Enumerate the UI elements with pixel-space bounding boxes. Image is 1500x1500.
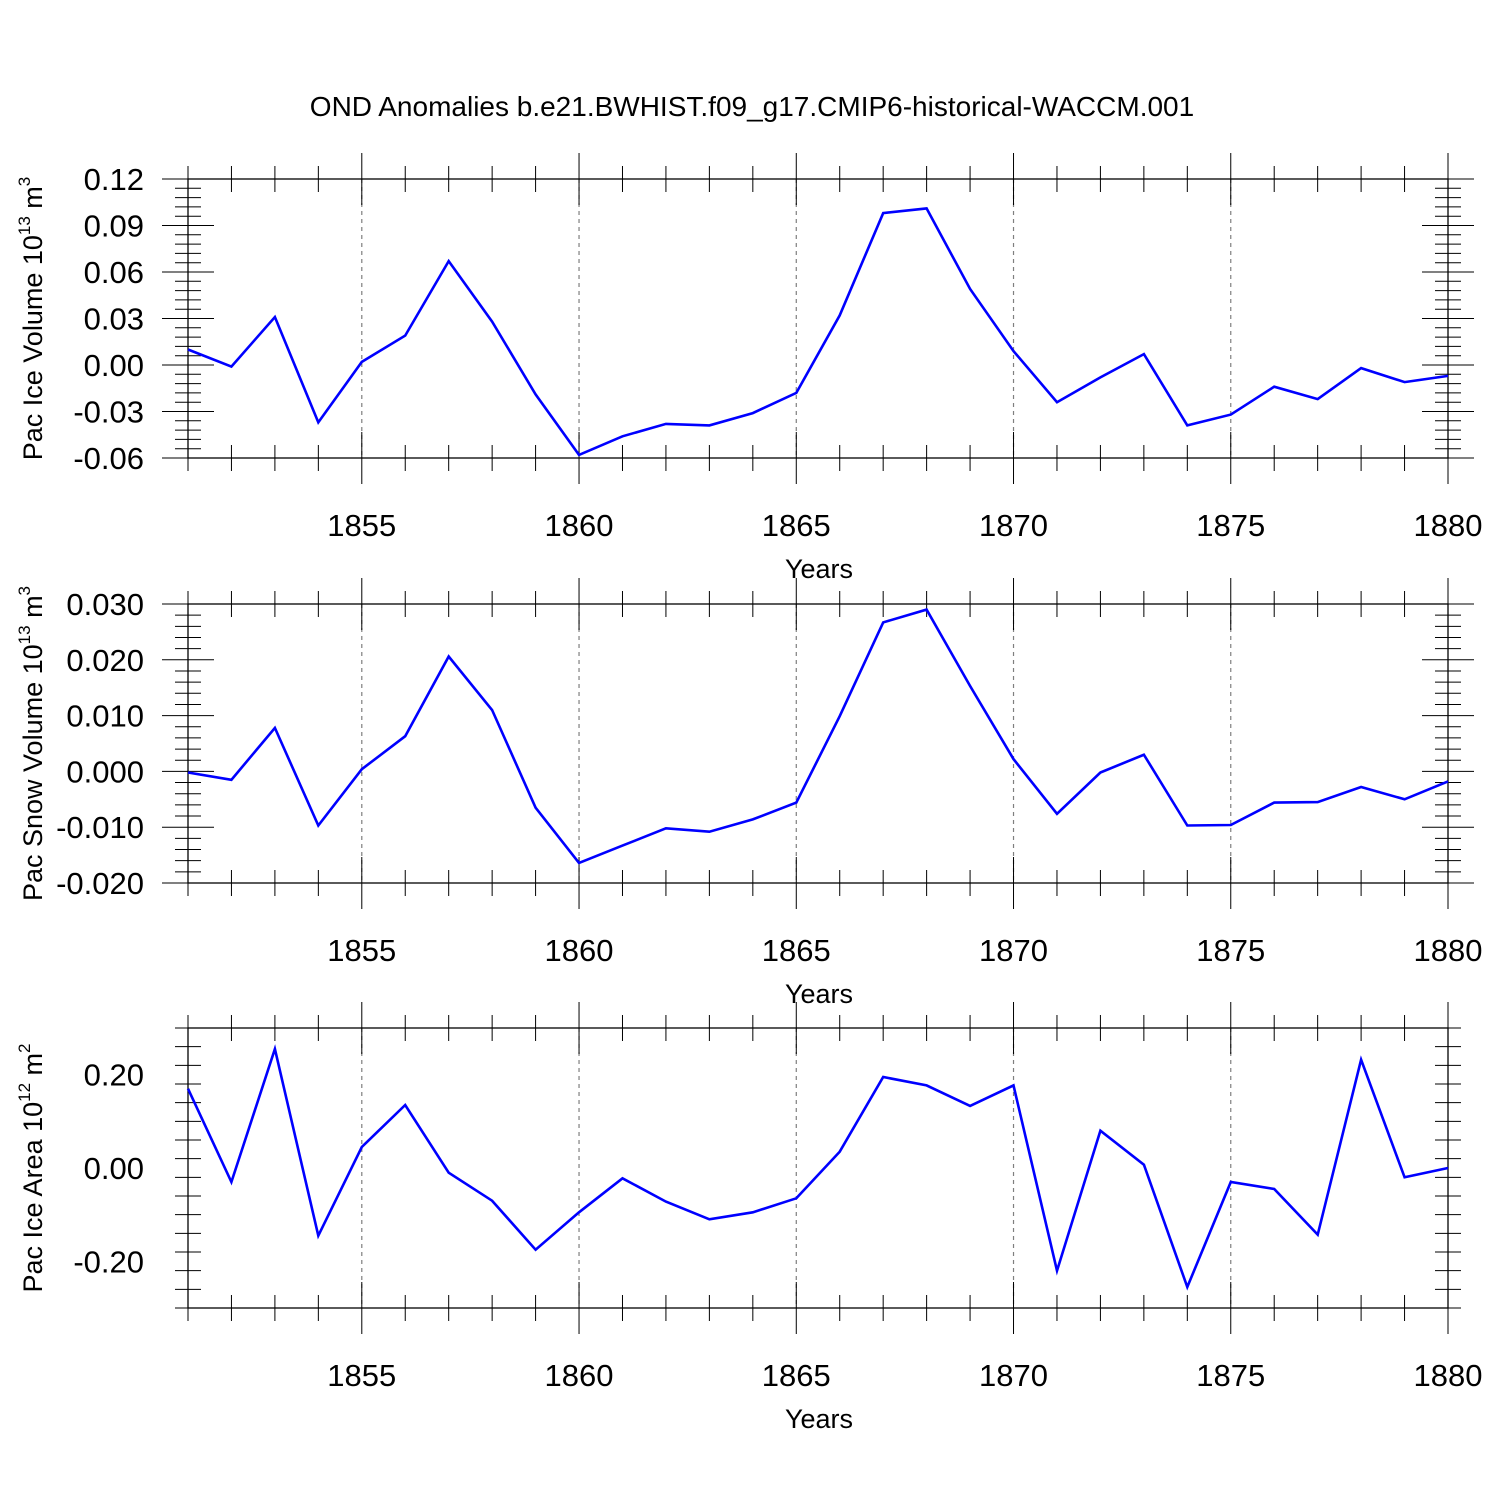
x-tick-label: 1870 bbox=[979, 1358, 1048, 1393]
chart-panel-2: -0.020 -0.010 0.000 0.010 0.020 0.030 1855 1860… bbox=[15, 578, 1482, 1009]
y-axis-title-text: Pac Ice Area 10 bbox=[18, 1102, 48, 1293]
y-tick-label: 0.00 bbox=[84, 1151, 144, 1186]
x-axis-title: Years bbox=[785, 1404, 853, 1434]
y-axis-title-unit: m bbox=[18, 1053, 48, 1083]
y-tick-label: 0.030 bbox=[66, 587, 144, 622]
y-tick-label: 0.12 bbox=[84, 162, 144, 197]
x-tick-label: 1855 bbox=[327, 933, 396, 968]
y-axis-title-unit-exponent: 3 bbox=[15, 586, 34, 595]
y-axis-title-exponent: 13 bbox=[15, 216, 34, 235]
y-tick-label: 0.09 bbox=[84, 209, 144, 244]
y-axis-title-exponent: 13 bbox=[15, 625, 34, 644]
y-tick-label: -0.06 bbox=[73, 441, 144, 476]
x-tick-label: 1875 bbox=[1196, 1358, 1265, 1393]
x-tick-label: 1865 bbox=[762, 508, 831, 543]
chart-title: OND Anomalies b.e21.BWHIST.f09_g17.CMIP6… bbox=[310, 91, 1194, 122]
y-tick-label: 0.00 bbox=[84, 348, 144, 383]
x-tick-label: 1860 bbox=[545, 933, 614, 968]
y-tick-label: 0.020 bbox=[66, 643, 144, 678]
x-axis-title: Years bbox=[785, 979, 853, 1009]
y-axis-title-unit: m bbox=[18, 186, 48, 216]
y-axis-title: Pac Snow Volume 1013 m3 bbox=[15, 586, 48, 901]
y-axis-title: Pac Ice Volume 1013 m3 bbox=[15, 177, 48, 461]
x-tick-label: 1875 bbox=[1196, 933, 1265, 968]
y-axis-title-unit-exponent: 2 bbox=[15, 1043, 34, 1052]
y-axis-title-text: Pac Ice Volume 10 bbox=[18, 235, 48, 460]
plot-frame bbox=[187, 178, 1449, 459]
series-line bbox=[187, 207, 1449, 457]
y-tick-label: 0.000 bbox=[66, 754, 144, 789]
series-line bbox=[186, 1044, 1449, 1291]
y-tick-label: 0.20 bbox=[84, 1058, 144, 1093]
x-tick-label: 1855 bbox=[327, 1358, 396, 1393]
series-line bbox=[187, 608, 1449, 865]
x-tick-label: 1855 bbox=[327, 508, 396, 543]
y-tick-label: 0.06 bbox=[84, 255, 144, 290]
x-tick-label: 1865 bbox=[762, 933, 831, 968]
y-tick-label: 0.03 bbox=[84, 302, 144, 337]
y-axis-title-exponent: 12 bbox=[15, 1083, 34, 1102]
x-tick-label: 1860 bbox=[545, 1358, 614, 1393]
chart-panel-3: -0.20 0.00 0.20 1855 1860 1865 1870 1875 1880 Yea… bbox=[15, 1002, 1482, 1434]
y-tick-label: -0.20 bbox=[73, 1244, 144, 1279]
x-tick-label: 1865 bbox=[762, 1358, 831, 1393]
y-tick-label: -0.020 bbox=[56, 866, 144, 901]
plot-frame bbox=[187, 1027, 1449, 1309]
y-tick-label: -0.03 bbox=[73, 395, 144, 430]
x-tick-label: 1880 bbox=[1414, 933, 1483, 968]
x-tick-label: 1870 bbox=[979, 508, 1048, 543]
y-axis-title-text: Pac Snow Volume 10 bbox=[18, 644, 48, 901]
x-tick-label: 1870 bbox=[979, 933, 1048, 968]
x-tick-label: 1880 bbox=[1414, 1358, 1483, 1393]
x-tick-label: 1860 bbox=[545, 508, 614, 543]
x-tick-label: 1880 bbox=[1414, 508, 1483, 543]
panels: -0.06 -0.03 0.00 0.03 0.06 0.09 0.12 1855 1860 18… bbox=[15, 153, 1482, 1434]
x-tick-label: 1875 bbox=[1196, 508, 1265, 543]
plot-frame bbox=[187, 603, 1449, 884]
chart-panel-1: -0.06 -0.03 0.00 0.03 0.06 0.09 0.12 1855 1860 18… bbox=[15, 153, 1482, 584]
y-axis-title-unit: m bbox=[18, 595, 48, 625]
x-axis-title: Years bbox=[785, 554, 853, 584]
y-tick-label: 0.010 bbox=[66, 699, 144, 734]
y-axis-title-unit-exponent: 3 bbox=[15, 177, 34, 186]
y-axis-title: Pac Ice Area 1012 m2 bbox=[15, 1043, 48, 1292]
y-tick-label: -0.010 bbox=[56, 810, 144, 845]
